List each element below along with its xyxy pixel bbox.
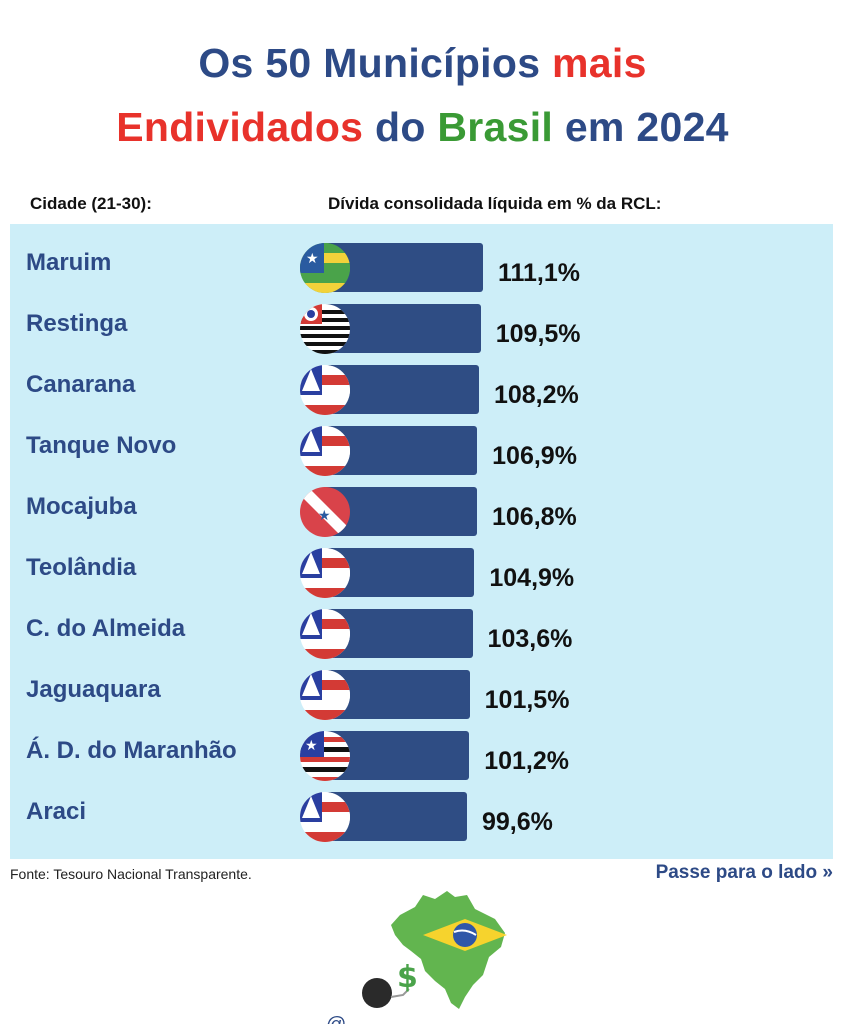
- double-chevron-right-icon: »: [822, 862, 833, 883]
- bahia-flag-icon: [300, 609, 350, 659]
- value-label: 108,2%: [493, 381, 579, 409]
- city-label: Á. D. do Maranhão: [26, 737, 237, 764]
- title-segment: do: [374, 104, 438, 150]
- city-label: Tanque Novo: [26, 432, 177, 459]
- value-label: 103,6%: [487, 625, 573, 653]
- bahia-flag-icon: [300, 670, 350, 720]
- brazil-map-icon: [391, 891, 505, 1009]
- bahia-flag-icon: [300, 365, 350, 415]
- svg-text:★: ★: [305, 738, 318, 754]
- title-line-2: Endividados do Brasil em 2024: [0, 104, 845, 151]
- sao-paulo-flag-icon: [300, 304, 350, 354]
- para-flag-icon: ★: [300, 487, 350, 537]
- city-label: Araci: [26, 798, 87, 825]
- bahia-flag-icon: [300, 548, 350, 598]
- svg-text:★: ★: [306, 251, 319, 267]
- source-note: Fonte: Tesouro Nacional Transparente.: [10, 866, 252, 882]
- value-label: 111,1%: [497, 259, 581, 287]
- social-handle-text: @: [326, 1014, 346, 1024]
- value-label: 101,5%: [484, 686, 570, 714]
- city-label: Jaguaquara: [26, 676, 161, 703]
- title-segment: Brasil: [437, 104, 554, 150]
- city-label: Teolândia: [26, 554, 137, 581]
- city-label: Canarana: [26, 371, 136, 398]
- bahia-flag-icon: [300, 792, 350, 842]
- city-label: Restinga: [26, 310, 128, 337]
- city-label: Mocajuba: [26, 493, 137, 520]
- city-label: Maruim: [26, 249, 112, 276]
- title-segment: Endividados: [116, 104, 375, 150]
- value-label: 99,6%: [482, 808, 553, 836]
- column-header-city: Cidade (21-30):: [30, 194, 152, 213]
- ball-and-chain-icon: [362, 978, 392, 1008]
- value-label: 109,5%: [495, 320, 581, 348]
- maranhao-flag-icon: ★: [300, 731, 350, 781]
- svg-text:★: ★: [318, 508, 331, 524]
- social-handle: @: [326, 1012, 346, 1024]
- value-label: 101,2%: [484, 747, 570, 775]
- title-segment: Os 50 Municípios: [198, 40, 553, 86]
- brazil-map-debt-ball-logo: $: [355, 885, 535, 1015]
- swipe-label: Passe para o lado: [655, 862, 818, 883]
- swipe-hint[interactable]: Passe para o lado »: [656, 862, 833, 884]
- title-segment: mais: [552, 40, 647, 86]
- column-header-value: Dívida consolidada líquida em % da RCL:: [328, 194, 662, 213]
- sergipe-flag-icon: ★: [300, 243, 350, 293]
- title-segment: em 2024: [553, 104, 729, 150]
- title-line-1: Os 50 Municípios mais: [0, 40, 845, 87]
- bahia-flag-icon: [300, 426, 350, 476]
- value-label: 106,8%: [492, 503, 577, 531]
- brazil-flag-globe-icon: [453, 923, 477, 947]
- dollar-sign-icon: $: [397, 960, 418, 995]
- city-label: C. do Almeida: [26, 615, 186, 642]
- value-label: 106,9%: [492, 442, 577, 470]
- value-label: 104,9%: [489, 564, 575, 592]
